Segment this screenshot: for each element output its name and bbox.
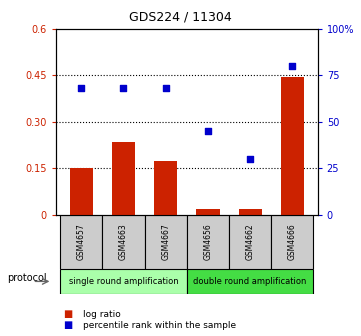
Bar [103,215,145,269]
Text: GDS224 / 11304: GDS224 / 11304 [129,10,232,23]
Bar [187,269,313,294]
Text: ■: ■ [63,320,73,330]
Bar [239,209,262,215]
Point [205,128,211,134]
Text: GSM4663: GSM4663 [119,223,128,260]
Point [163,86,169,91]
Bar [112,142,135,215]
Bar [145,215,187,269]
Text: GSM4657: GSM4657 [77,223,86,260]
Point [290,63,295,69]
Text: GSM4667: GSM4667 [161,223,170,260]
Bar [60,215,103,269]
Bar [187,215,229,269]
Text: single round amplification: single round amplification [69,277,178,286]
Text: GSM4662: GSM4662 [245,223,255,260]
Text: double round amplification: double round amplification [193,277,307,286]
Bar [281,77,304,215]
Text: GSM4666: GSM4666 [288,223,297,260]
Bar [271,215,313,269]
Bar [154,161,177,215]
Text: log ratio: log ratio [83,310,121,319]
Bar [60,269,187,294]
Bar [70,168,93,215]
Bar [229,215,271,269]
Text: protocol: protocol [7,273,47,283]
Text: GSM4656: GSM4656 [204,223,212,260]
Bar [196,209,219,215]
Point [247,157,253,162]
Point [78,86,84,91]
Text: percentile rank within the sample: percentile rank within the sample [83,321,236,330]
Point [121,86,126,91]
Text: ■: ■ [63,309,73,319]
